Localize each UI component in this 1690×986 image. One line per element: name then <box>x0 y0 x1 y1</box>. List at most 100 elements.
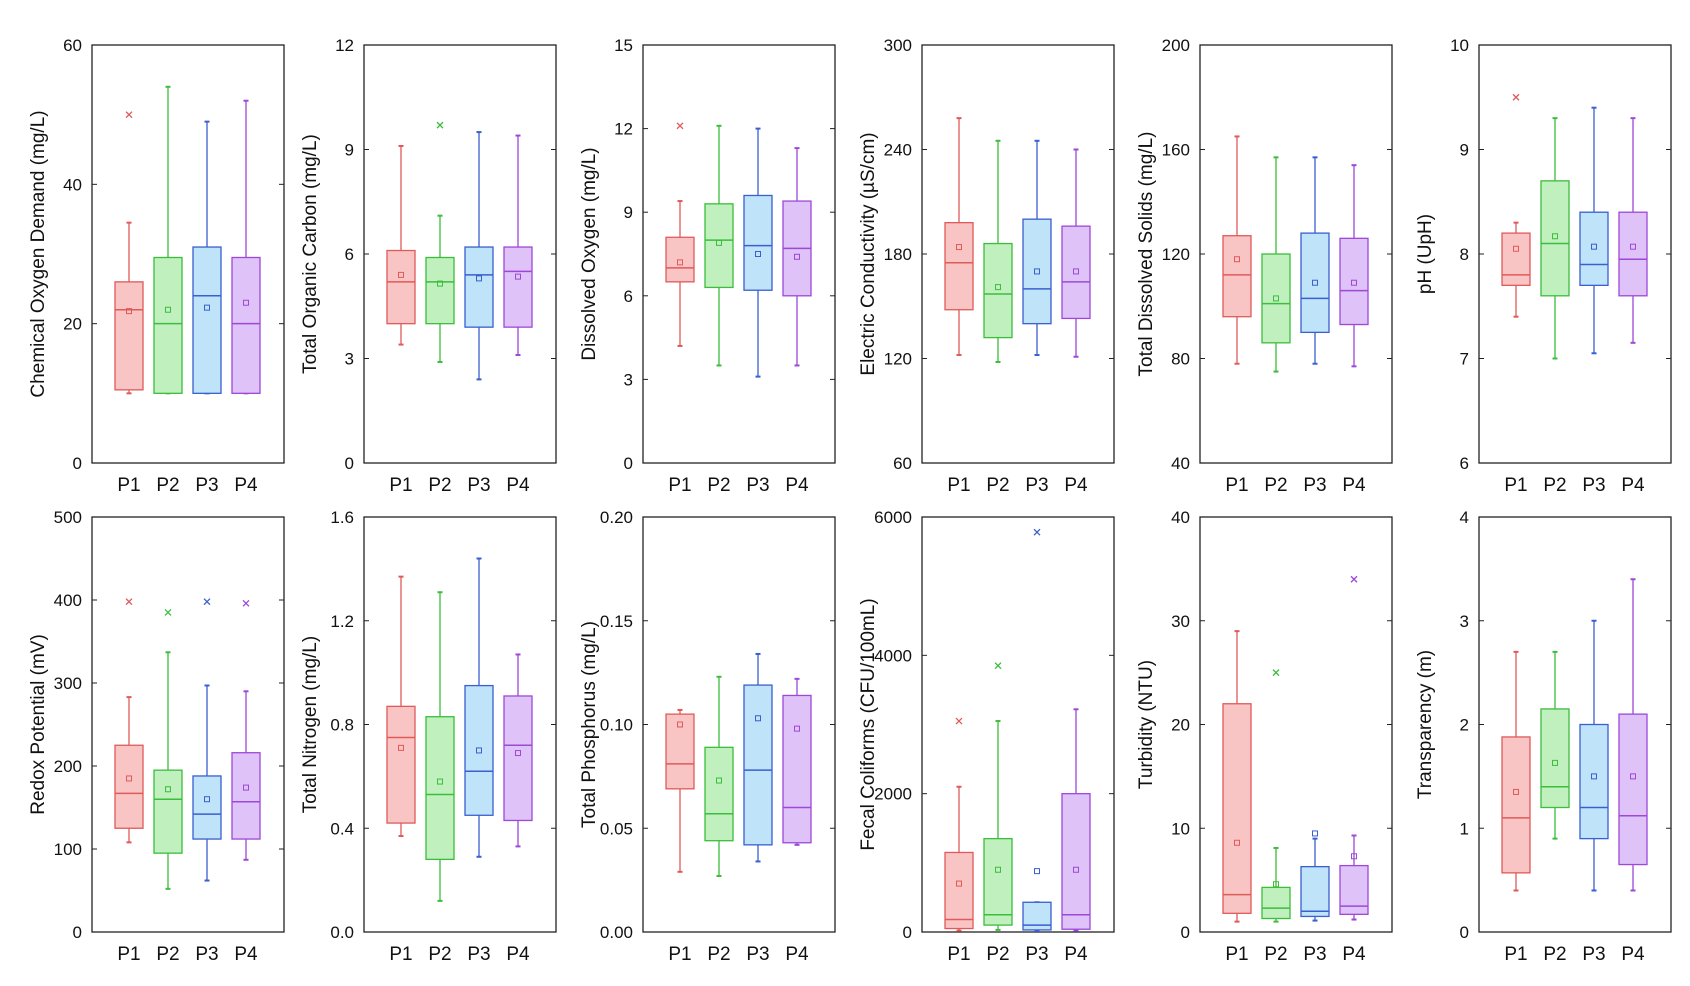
mean-marker <box>243 299 249 306</box>
x-tick-label: P3 <box>1303 475 1326 496</box>
panel-frame <box>921 516 1115 933</box>
x-tick-label: P2 <box>428 475 451 496</box>
x-tick-label: P1 <box>1504 475 1527 496</box>
mean-marker <box>1591 243 1597 250</box>
y-tick-label: 60 <box>893 454 912 473</box>
box-p4 <box>503 246 533 328</box>
y-tick-label: 0 <box>73 923 82 942</box>
box-p1 <box>1501 232 1531 287</box>
mean-marker <box>476 747 482 754</box>
x-tick-label: P1 <box>117 475 140 496</box>
x-tick-label: P2 <box>707 475 730 496</box>
y-tick-label: 0.10 <box>600 716 633 735</box>
x-tick-label: P2 <box>1264 475 1287 496</box>
y-tick-label: 1.6 <box>330 508 354 527</box>
box-p4 <box>782 694 812 844</box>
mean-marker <box>126 308 132 315</box>
x-tick-label: P3 <box>195 944 218 965</box>
mean-marker <box>956 244 962 251</box>
x-tick-label: P3 <box>467 944 490 965</box>
y-tick-label: 10 <box>1450 36 1469 55</box>
x-tick-label: P2 <box>986 944 1009 965</box>
y-tick-label: 15 <box>614 36 633 55</box>
y-tick-label: 3 <box>1460 612 1469 631</box>
box-p2 <box>425 256 455 325</box>
y-tick-label: 30 <box>1171 612 1190 631</box>
y-tick-label: 20 <box>63 315 82 334</box>
y-tick-label: 0.4 <box>330 819 354 838</box>
panel-frame <box>91 516 285 933</box>
box-p2 <box>425 716 455 861</box>
y-tick-label: 100 <box>54 840 82 859</box>
x-tick-label: P3 <box>1582 944 1605 965</box>
box-p3 <box>1022 218 1052 325</box>
y-tick-label: 20 <box>1171 716 1190 735</box>
mean-marker <box>1630 773 1636 780</box>
x-tick-label: P4 <box>506 475 530 496</box>
y-tick-label: 9 <box>1460 141 1469 160</box>
mean-marker <box>437 778 443 785</box>
mean-marker <box>956 880 962 887</box>
y-axis-label: Total Dissolved Solids (mg/L) <box>1136 132 1157 377</box>
box-p4 <box>503 695 533 822</box>
y-tick-label: 300 <box>54 674 82 693</box>
mean-marker <box>1273 881 1279 888</box>
mean-marker <box>1513 245 1519 252</box>
x-tick-label: P2 <box>986 475 1009 496</box>
y-tick-label: 4000 <box>874 646 912 665</box>
box-p3 <box>1300 865 1330 918</box>
outlier-marker <box>164 608 172 616</box>
y-axis-label: Redox Potential (mV) <box>28 634 49 815</box>
y-axis-label: Total Nitrogen (mg/L) <box>300 636 321 813</box>
box-p4 <box>231 256 261 394</box>
x-tick-label: P3 <box>467 475 490 496</box>
y-tick-label: 0.0 <box>330 923 354 942</box>
box-p2 <box>983 837 1013 926</box>
box-p3 <box>464 684 494 816</box>
x-tick-label: P4 <box>1342 475 1366 496</box>
y-tick-label: 0 <box>1181 923 1190 942</box>
mean-marker <box>1513 788 1519 795</box>
y-tick-label: 9 <box>345 141 354 160</box>
outlier-marker <box>125 111 133 119</box>
x-tick-label: P1 <box>668 475 691 496</box>
box-p3 <box>743 194 773 291</box>
y-tick-label: 0 <box>1460 923 1469 942</box>
outlier-marker <box>125 598 133 606</box>
x-tick-label: P3 <box>1303 944 1326 965</box>
mean-marker <box>1034 868 1040 875</box>
mean-marker <box>398 744 404 751</box>
outlier-marker <box>1033 528 1041 536</box>
y-tick-label: 0.20 <box>600 508 633 527</box>
x-tick-label: P3 <box>1025 944 1048 965</box>
mean-marker <box>1234 839 1240 846</box>
x-tick-label: P1 <box>117 944 140 965</box>
y-tick-label: 9 <box>624 203 633 222</box>
box-p2 <box>1261 886 1291 920</box>
x-tick-label: P3 <box>195 475 218 496</box>
panel-frame <box>91 44 285 464</box>
x-tick-label: P4 <box>1621 944 1645 965</box>
x-tick-label: P2 <box>156 475 179 496</box>
y-tick-label: 0 <box>345 454 354 473</box>
box-p2 <box>1261 253 1291 344</box>
mean-marker <box>677 259 683 266</box>
y-axis-label: Transparency (m) <box>1415 650 1436 799</box>
x-tick-label: P4 <box>1064 475 1088 496</box>
box-p1 <box>1222 235 1252 318</box>
x-tick-label: P2 <box>707 944 730 965</box>
x-tick-label: P1 <box>1225 475 1248 496</box>
mean-marker <box>515 273 521 280</box>
box-p1 <box>944 851 974 930</box>
outlier-marker <box>203 598 211 606</box>
x-tick-label: P4 <box>234 475 258 496</box>
outlier-marker <box>1272 669 1280 677</box>
mean-marker <box>1552 233 1558 240</box>
box-p4 <box>1061 225 1091 320</box>
y-tick-label: 0 <box>73 454 82 473</box>
box-p1 <box>1501 736 1531 874</box>
panel-frame <box>642 44 836 464</box>
box-p4 <box>1618 713 1648 866</box>
y-axis-label: pH (UpH) <box>1415 214 1436 294</box>
